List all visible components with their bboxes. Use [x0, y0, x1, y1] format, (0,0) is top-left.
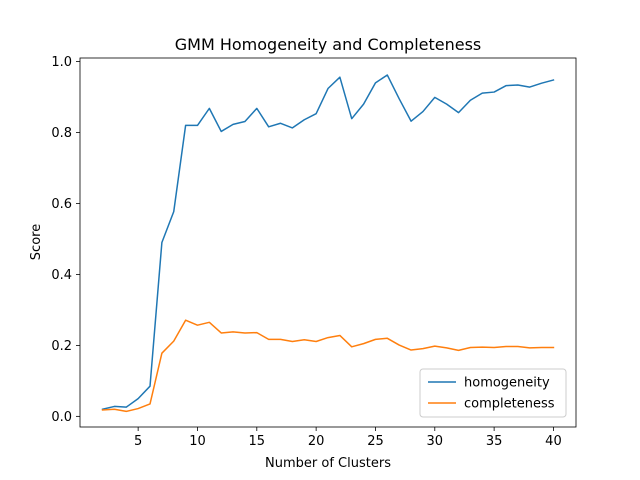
series-line-completeness — [101, 319, 555, 413]
axes-frame — [79, 57, 577, 428]
y-tick-label: 0.0 — [51, 410, 72, 425]
legend-label-completeness: completeness — [464, 397, 555, 412]
x-tick-label: 20 — [308, 434, 325, 449]
x-tick-label: 10 — [189, 434, 206, 449]
chart-title: GMM Homogeneity and Completeness — [175, 35, 482, 54]
x-tick-label: 15 — [249, 434, 266, 449]
x-axis-label: Number of Clusters — [265, 456, 391, 471]
y-axis-label: Score — [29, 224, 44, 260]
y-tick-label: 0.4 — [51, 268, 72, 283]
x-tick-label: 35 — [486, 434, 503, 449]
y-tick-label: 0.8 — [51, 126, 72, 141]
x-tick-label: 40 — [545, 434, 562, 449]
series-line-homogeneity — [101, 74, 555, 411]
plot-area: 5 10 15 20 25 30 35 40 0.0 0.2 0.4 0.6 0.8 1.0 homogen… — [51, 55, 577, 449]
legend-box — [419, 368, 567, 418]
y-tick-label: 0.2 — [51, 339, 72, 354]
y-tick-label: 1.0 — [51, 55, 72, 70]
legend-label-homogeneity: homogeneity — [464, 376, 550, 391]
x-tick-label: 5 — [134, 434, 142, 449]
x-tick-label: 30 — [427, 434, 444, 449]
x-tick-label: 25 — [367, 434, 384, 449]
y-tick-label: 0.6 — [51, 197, 72, 212]
